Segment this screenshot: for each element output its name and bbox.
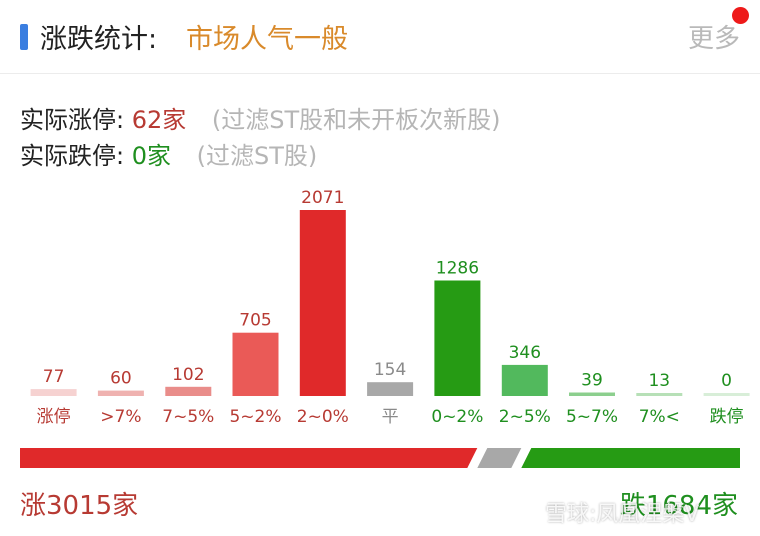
bar-category-label: 0~2% xyxy=(431,407,483,427)
watermark: 雪球:凤凰涅槃V xyxy=(545,502,700,527)
total-down-count: 跌1684家 xyxy=(619,491,738,521)
bar-value-label: 705 xyxy=(239,311,271,331)
up-down-ratio-bar xyxy=(20,448,740,468)
limit-down-line: 实际跌停: 0家 (过滤ST股) xyxy=(20,136,317,171)
bar-5 xyxy=(367,382,414,396)
limit-down-label: 实际跌停: xyxy=(20,142,125,170)
bar-value-label: 346 xyxy=(509,343,541,363)
more-link[interactable]: 更多 xyxy=(687,24,740,54)
down-segment xyxy=(521,448,740,468)
bar-9 xyxy=(636,393,683,396)
market-mood: 市场人气一般 xyxy=(186,24,348,55)
limit-up-note: (过滤ST股和未开板次新股) xyxy=(211,106,501,134)
flat-segment xyxy=(477,448,522,468)
header-accent-bar xyxy=(20,24,28,50)
limit-up-value: 62家 xyxy=(131,106,187,134)
bar-category-label: 7~5% xyxy=(162,407,214,427)
bar-value-label: 77 xyxy=(43,367,65,387)
bar-category-label: 5~7% xyxy=(566,407,618,427)
header: 涨跌统计: 市场人气一般 更多 xyxy=(0,0,760,74)
bar-value-label: 154 xyxy=(374,360,406,380)
limit-up-label: 实际涨停: xyxy=(20,106,125,134)
bar-category-label: 5~2% xyxy=(229,407,281,427)
bar-category-label: 平 xyxy=(382,407,399,427)
bar-category-label: 涨停 xyxy=(37,407,71,427)
page-title: 涨跌统计: xyxy=(40,24,158,55)
bar-8 xyxy=(569,392,615,396)
distribution-bar-chart: 77 涨停 60 >7% 102 7~5% 705 5~2% 2071 2~0% 154 平 1286 0… xyxy=(30,188,750,427)
bar-value-label: 1286 xyxy=(436,259,479,279)
bar-value-label: 13 xyxy=(648,371,670,391)
bar-category-label: 2~0% xyxy=(297,407,349,427)
up-segment xyxy=(20,448,478,468)
bar-category-label: 跌停 xyxy=(710,407,744,427)
bar-2 xyxy=(165,386,212,396)
bar-value-label: 0 xyxy=(721,371,732,391)
bar-7 xyxy=(501,364,548,396)
bar-category-label: 2~5% xyxy=(499,407,551,427)
bar-6 xyxy=(434,280,481,396)
notification-dot-icon xyxy=(732,7,749,24)
bar-value-label: 102 xyxy=(172,365,204,385)
bar-value-label: 2071 xyxy=(301,188,344,208)
bar-3 xyxy=(232,332,279,396)
bar-category-label: 7%< xyxy=(639,407,680,427)
bar-1 xyxy=(97,390,144,396)
bar-0 xyxy=(30,389,77,396)
bar-value-label: 39 xyxy=(581,371,603,391)
limit-down-note: (过滤ST股) xyxy=(196,142,318,170)
bar-category-label: >7% xyxy=(100,407,141,427)
bar-4 xyxy=(299,210,346,396)
total-up-count: 涨3015家 xyxy=(20,491,139,521)
limit-down-value: 0家 xyxy=(131,142,172,170)
limit-up-line: 实际涨停: 62家 (过滤ST股和未开板次新股) xyxy=(20,100,501,135)
bar-10 xyxy=(703,393,750,396)
bar-value-label: 60 xyxy=(110,369,132,389)
